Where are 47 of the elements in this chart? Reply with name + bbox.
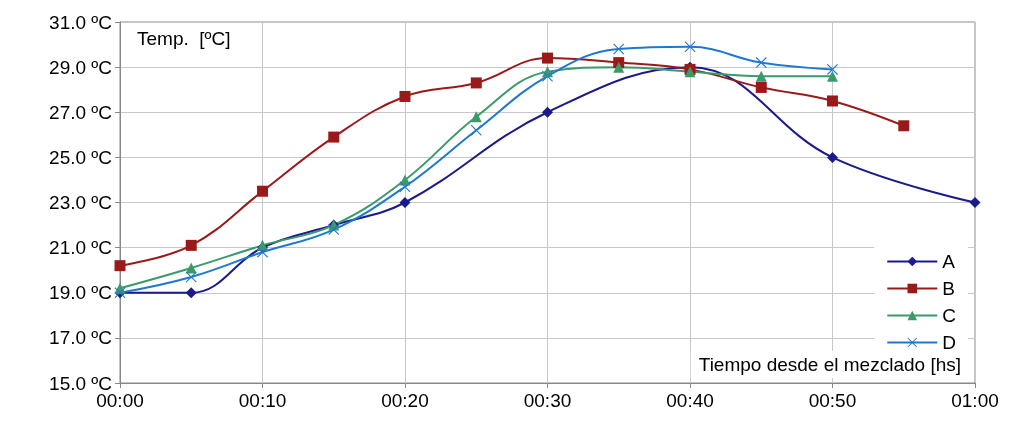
point xyxy=(542,70,553,82)
legend-label: D xyxy=(942,332,957,353)
y-tick-label: 17.0 ºC xyxy=(49,327,112,349)
point xyxy=(185,239,197,251)
point xyxy=(470,111,482,123)
x-axis-title: Tiempo desde el mezclado [hs] xyxy=(698,354,961,375)
x-tick-label: 00:10 xyxy=(238,390,287,411)
point xyxy=(826,95,838,107)
y-tick-label: 19.0 ºC xyxy=(49,282,112,304)
y-axis-title: Temp. [ºC] xyxy=(137,28,231,49)
point xyxy=(185,287,197,299)
point xyxy=(542,106,553,118)
x-tick-label: 00:20 xyxy=(381,390,429,411)
x-tick-label: 01:00 xyxy=(951,390,999,411)
y-tick-label: 29.0 ºC xyxy=(49,56,112,78)
point xyxy=(826,70,838,82)
point xyxy=(755,70,767,82)
x-tick-label: 00:30 xyxy=(523,390,572,411)
point xyxy=(898,120,910,132)
y-tick-label: 31.0 ºC xyxy=(49,11,112,33)
point xyxy=(185,271,197,283)
y-tick-label: 21.0 ºC xyxy=(49,237,112,259)
x-tick-label: 00:50 xyxy=(808,390,857,411)
point xyxy=(542,52,553,64)
point xyxy=(755,81,767,93)
legend-label: B xyxy=(942,278,955,299)
point xyxy=(399,197,411,208)
point xyxy=(257,185,269,197)
point xyxy=(399,181,411,193)
point xyxy=(826,151,838,163)
point xyxy=(399,90,411,102)
point xyxy=(755,57,767,69)
point xyxy=(613,61,625,73)
point xyxy=(470,124,482,136)
y-tick-label: 25.0 ºC xyxy=(49,146,112,168)
point xyxy=(114,260,126,272)
legend-label: C xyxy=(942,305,957,326)
y-tick-label: 27.0 ºC xyxy=(49,101,112,123)
point xyxy=(613,43,625,55)
point xyxy=(328,131,340,143)
point xyxy=(470,77,482,89)
point xyxy=(969,197,981,208)
y-tick-label: 23.0 ºC xyxy=(49,192,112,213)
legend-label: A xyxy=(942,251,956,272)
x-tick-label: 00:40 xyxy=(666,390,714,411)
point xyxy=(257,246,269,258)
point xyxy=(328,224,340,236)
